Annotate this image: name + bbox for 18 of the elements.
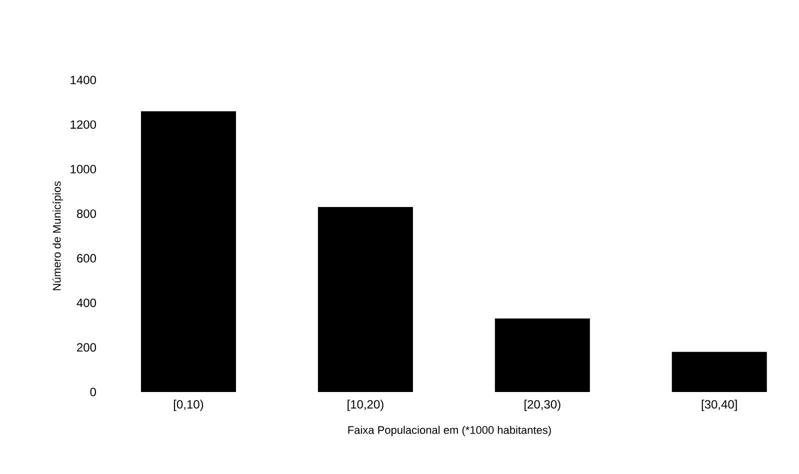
bar [318,207,413,392]
y-tick-label: 800 [76,209,96,218]
x-tick-label: [10,20) [348,400,384,411]
bar [494,318,590,392]
bar [140,111,236,392]
y-tick-label: 200 [77,343,96,352]
y-tick-label: 600 [77,254,96,263]
x-tick-label: [30,40] [702,400,737,411]
bar [672,352,767,392]
x-axis-title: Faixa Populacional em (*1000 habitantes) [348,426,551,436]
y-tick-label: 1200 [70,120,96,129]
y-tick-label: 1400 [70,76,96,84]
y-tick-label: 0 [90,388,96,396]
y-tick-label: 400 [76,298,96,308]
x-tick-label: [20,30) [524,400,560,411]
x-tick-label: [0,10) [174,400,204,411]
y-tick-label: 1000 [70,164,96,174]
y-axis-title: Número de Municípios [52,181,63,290]
